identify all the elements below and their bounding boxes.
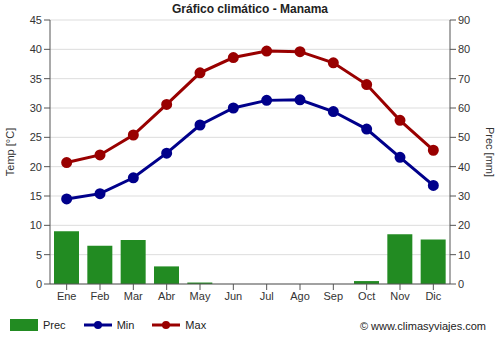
svg-text:5: 5 (36, 249, 42, 261)
html-text:Max: Max (185, 319, 207, 331)
svg-text:Dic: Dic (425, 290, 441, 302)
svg-text:40: 40 (458, 161, 470, 173)
svg-text:May: May (190, 290, 211, 302)
svg-text:Jul: Jul (260, 290, 274, 302)
svg-text:10: 10 (30, 219, 42, 231)
svg-text:20: 20 (458, 219, 470, 231)
svg-text:45: 45 (30, 14, 42, 26)
html-text:Min: Min (116, 319, 135, 331)
svg-text:Mar: Mar (124, 290, 143, 302)
html-text:© www.climasyviajes.com: © www.climasyviajes.com (359, 320, 486, 332)
svg-text:90: 90 (458, 14, 470, 26)
svg-text:Abr: Abr (158, 290, 175, 302)
html-text:Gráfico climático - Manama: Gráfico climático - Manama (172, 2, 328, 16)
svg-text:Sep: Sep (324, 290, 344, 302)
svg-text:10: 10 (458, 249, 470, 261)
svg-text:Prec [mm]: Prec [mm] (484, 127, 492, 177)
svg-text:30: 30 (30, 102, 42, 114)
svg-text:0: 0 (458, 278, 464, 290)
svg-text:40: 40 (30, 43, 42, 55)
svg-text:0: 0 (36, 278, 42, 290)
svg-text:20: 20 (30, 161, 42, 173)
svg-text:Jun: Jun (224, 290, 242, 302)
svg-text:Temp [°C]: Temp [°C] (8, 128, 16, 176)
svg-text:Nov: Nov (390, 290, 410, 302)
svg-text:60: 60 (458, 102, 470, 114)
svg-text:15: 15 (30, 190, 42, 202)
svg-text:50: 50 (458, 131, 470, 143)
svg-text:Ago: Ago (290, 290, 310, 302)
svg-text:80: 80 (458, 43, 470, 55)
svg-text:Ene: Ene (57, 290, 77, 302)
svg-text:Oct: Oct (358, 290, 375, 302)
html-text:Prec: Prec (43, 319, 66, 331)
svg-text:Feb: Feb (91, 290, 110, 302)
svg-text:30: 30 (458, 190, 470, 202)
svg-text:25: 25 (30, 131, 42, 143)
svg-text:70: 70 (458, 73, 470, 85)
svg-text:35: 35 (30, 73, 42, 85)
